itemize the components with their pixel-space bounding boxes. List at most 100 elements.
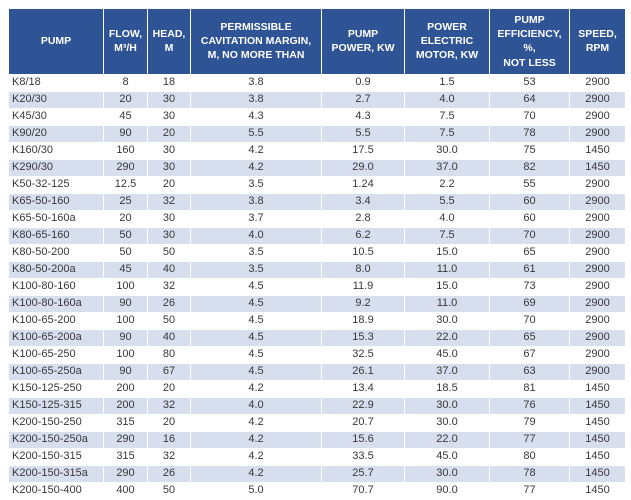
- flow-cell: 315: [103, 413, 148, 432]
- speed-cell: 1450: [569, 464, 626, 483]
- head-cell: 30: [147, 141, 191, 160]
- pump-cell: K150-125-250: [8, 379, 104, 398]
- motor-power-cell: 30.0: [404, 311, 490, 330]
- speed-cell: 2900: [569, 362, 626, 381]
- flow-cell: 200: [103, 379, 148, 398]
- speed-cell: 2900: [569, 328, 626, 347]
- table-row: K80-65-160 50 30 4.0 6.2 7.5 70 2900: [8, 226, 626, 245]
- pump-power-cell: 26.1: [321, 362, 405, 381]
- pump-cell: K200-150-400: [8, 481, 104, 500]
- flow-cell: 160: [103, 141, 148, 160]
- speed-cell: 1450: [569, 141, 626, 160]
- motor-power-cell: 4.0: [404, 209, 490, 228]
- cavitation-cell: 4.5: [190, 311, 322, 330]
- table-row: K90/20 90 20 5.5 5.5 7.5 78 2900: [8, 124, 626, 143]
- pump-power-cell: 11.9: [321, 277, 405, 296]
- flow-cell: 90: [103, 328, 148, 347]
- efficiency-cell: 60: [489, 192, 570, 211]
- pump-cell: K8/18: [8, 73, 104, 92]
- cavitation-cell: 4.2: [190, 141, 322, 160]
- motor-power-cell: 90.0: [404, 481, 490, 500]
- header-row: PUMP FLOW, M³/H HEAD, M PERMISSIBLE CAVITAT…: [8, 8, 626, 75]
- motor-power-cell: 30.0: [404, 396, 490, 415]
- speed-cell: 2900: [569, 124, 626, 143]
- pump-power-cell: 9.2: [321, 294, 405, 313]
- efficiency-cell: 78: [489, 124, 570, 143]
- efficiency-cell: 75: [489, 141, 570, 160]
- head-cell: 50: [147, 243, 191, 262]
- table-row: K150-125-315 200 32 4.0 22.9 30.0 76 1450: [8, 396, 626, 415]
- column-header-head: HEAD, M: [147, 8, 191, 75]
- pump-cell: K100-65-250a: [8, 362, 104, 381]
- flow-cell: 200: [103, 396, 148, 415]
- speed-cell: 2900: [569, 226, 626, 245]
- column-header-pump: PUMP: [8, 8, 104, 75]
- flow-cell: 90: [103, 294, 148, 313]
- cavitation-cell: 3.8: [190, 192, 322, 211]
- cavitation-cell: 3.5: [190, 260, 322, 279]
- flow-cell: 100: [103, 277, 148, 296]
- efficiency-cell: 76: [489, 396, 570, 415]
- table-row: K65-50-160 25 32 3.8 3.4 5.5 60 2900: [8, 192, 626, 211]
- cavitation-cell: 4.2: [190, 413, 322, 432]
- pump-cell: K50-32-125: [8, 175, 104, 194]
- speed-cell: 2900: [569, 192, 626, 211]
- flow-cell: 100: [103, 311, 148, 330]
- efficiency-cell: 69: [489, 294, 570, 313]
- cavitation-cell: 3.7: [190, 209, 322, 228]
- pump-power-cell: 17.5: [321, 141, 405, 160]
- efficiency-cell: 65: [489, 243, 570, 262]
- motor-power-cell: 11.0: [404, 294, 490, 313]
- table-row: K150-125-250 200 20 4.2 13.4 18.5 81 1450: [8, 379, 626, 398]
- flow-cell: 25: [103, 192, 148, 211]
- table-row: K100-65-250 100 80 4.5 32.5 45.0 67 2900: [8, 345, 626, 364]
- efficiency-cell: 60: [489, 209, 570, 228]
- pump-cell: K200-150-315a: [8, 464, 104, 483]
- efficiency-cell: 70: [489, 311, 570, 330]
- pump-power-cell: 70.7: [321, 481, 405, 500]
- pump-cell: K100-80-160: [8, 277, 104, 296]
- pump-power-cell: 3.4: [321, 192, 405, 211]
- speed-cell: 2900: [569, 73, 626, 92]
- table-row: K50-32-125 12.5 20 3.5 1.24 2.2 55 2900: [8, 175, 626, 194]
- head-cell: 32: [147, 192, 191, 211]
- cavitation-cell: 3.8: [190, 90, 322, 109]
- speed-cell: 2900: [569, 277, 626, 296]
- speed-cell: 1450: [569, 447, 626, 466]
- cavitation-cell: 4.2: [190, 430, 322, 449]
- motor-power-cell: 30.0: [404, 413, 490, 432]
- head-cell: 20: [147, 124, 191, 143]
- motor-power-cell: 2.2: [404, 175, 490, 194]
- table-row: K160/30 160 30 4.2 17.5 30.0 75 1450: [8, 141, 626, 160]
- motor-power-cell: 7.5: [404, 226, 490, 245]
- head-cell: 20: [147, 379, 191, 398]
- pump-cell: K65-50-160a: [8, 209, 104, 228]
- speed-cell: 1450: [569, 158, 626, 177]
- speed-cell: 2900: [569, 345, 626, 364]
- efficiency-cell: 67: [489, 345, 570, 364]
- speed-cell: 1450: [569, 413, 626, 432]
- cavitation-cell: 4.5: [190, 294, 322, 313]
- cavitation-cell: 4.0: [190, 396, 322, 415]
- table-row: K80-50-200 50 50 3.5 10.5 15.0 65 2900: [8, 243, 626, 262]
- flow-cell: 20: [103, 90, 148, 109]
- pump-cell: K100-80-160a: [8, 294, 104, 313]
- pump-cell: K80-50-200: [8, 243, 104, 262]
- table-row: K100-65-250a 90 67 4.5 26.1 37.0 63 2900: [8, 362, 626, 381]
- head-cell: 50: [147, 481, 191, 500]
- cavitation-cell: 4.5: [190, 328, 322, 347]
- table-row: K200-150-250 315 20 4.2 20.7 30.0 79 1450: [8, 413, 626, 432]
- table-row: K100-65-200 100 50 4.5 18.9 30.0 70 2900: [8, 311, 626, 330]
- head-cell: 30: [147, 226, 191, 245]
- efficiency-cell: 70: [489, 226, 570, 245]
- pump-power-cell: 2.8: [321, 209, 405, 228]
- flow-cell: 290: [103, 158, 148, 177]
- pump-power-cell: 1.24: [321, 175, 405, 194]
- table-row: K200-150-315 315 32 4.2 33.5 45.0 80 1450: [8, 447, 626, 466]
- table-row: K200-150-400 400 50 5.0 70.7 90.0 77 1450: [8, 481, 626, 500]
- column-header-pump-power: PUMP POWER, KW: [321, 8, 405, 75]
- cavitation-cell: 3.5: [190, 243, 322, 262]
- flow-cell: 20: [103, 209, 148, 228]
- table-row: K290/30 290 30 4.2 29.0 37.0 82 1450: [8, 158, 626, 177]
